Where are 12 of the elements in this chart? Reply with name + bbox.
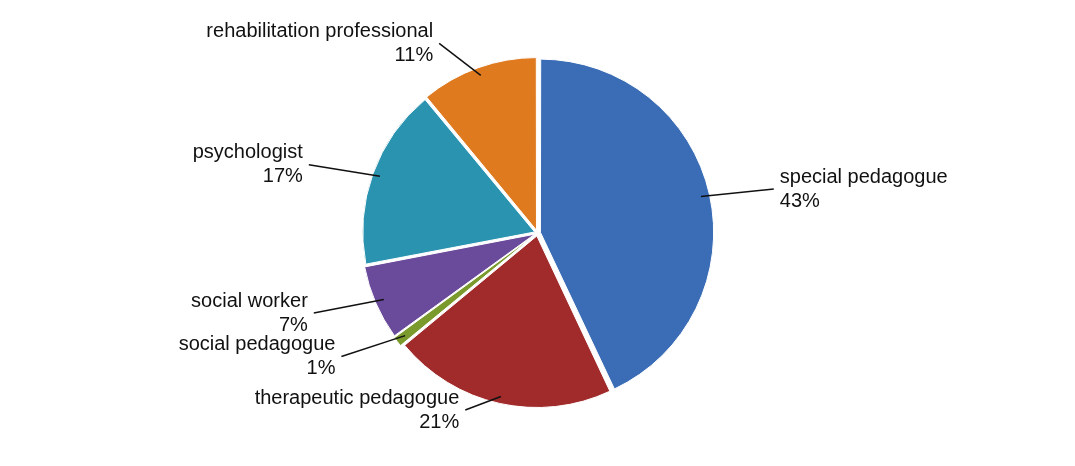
data-label: 17% <box>262 164 304 187</box>
data-label: 11% <box>394 42 434 65</box>
slice-label: social pedagogue <box>178 332 336 355</box>
slice-label: therapeutic pedagogue <box>254 385 460 408</box>
slice-label: psychologist <box>192 140 304 163</box>
data-label: 7% <box>278 312 309 335</box>
data-label: 1% <box>306 356 336 379</box>
data-label: 43% <box>779 188 821 211</box>
slice-label: rehabilitation professional <box>206 18 434 41</box>
slice-label: social worker <box>191 288 309 311</box>
data-label: 21% <box>419 409 460 432</box>
slice-label: special pedagogue <box>779 164 948 187</box>
